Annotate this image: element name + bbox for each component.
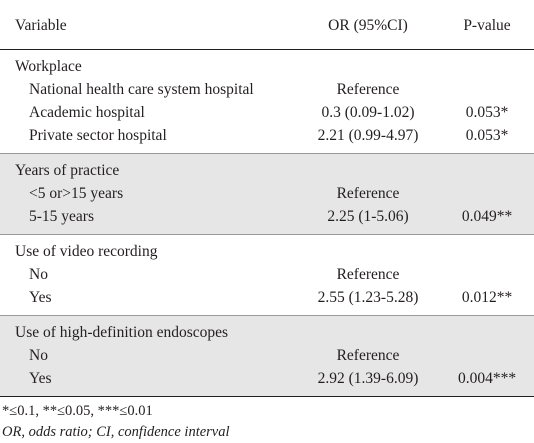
table-row: Yes 2.55 (1.23-5.28) 0.012** [0, 286, 534, 309]
group-title-row: Years of practice [0, 159, 534, 182]
row-label: Academic hospital [29, 104, 145, 121]
row-group: Years of practice <5 or>15 years Reference… [0, 154, 534, 235]
group-title: Years of practice [15, 162, 120, 179]
p-value-cell: 0.049** [461, 208, 513, 225]
row-group: Use of high-definition endoscopes No Refer… [0, 316, 534, 397]
table-row: <5 or>15 years Reference [0, 182, 534, 205]
group-title-row: Workplace [0, 55, 534, 78]
footnote: *≤0.1, **≤0.05, ***≤0.01 [2, 403, 153, 419]
or-cell: 2.55 (1.23-5.28) [317, 289, 419, 306]
group-title: Use of video recording [15, 243, 158, 260]
table-row: No Reference [0, 263, 534, 286]
table-row: 5-15 years 2.25 (1-5.06) 0.049** [0, 205, 534, 228]
table-row: National health care system hospital Refe… [0, 78, 534, 101]
group-title: Use of high-definition endoscopes [15, 324, 229, 341]
header-cell: P-value [463, 17, 511, 34]
row-label: No [29, 347, 48, 364]
table-row: Yes 2.92 (1.39-6.09) 0.004*** [0, 367, 534, 390]
group-title-row: Use of high-definition endoscopes [0, 321, 534, 344]
or-cell: 2.21 (0.99-4.97) [317, 127, 419, 144]
table-row: Private sector hospital 2.21 (0.99-4.97) 0… [0, 124, 534, 147]
row-label: National health care system hospital [29, 81, 254, 98]
row-label: Yes [29, 289, 52, 306]
or-cell: Reference [336, 185, 400, 202]
p-value-cell: 0.004*** [457, 370, 517, 387]
table-row: No Reference [0, 344, 534, 367]
table-body: Workplace National health care system hos… [0, 50, 534, 397]
row-group: Use of video recording No Reference Yes 2.55… [0, 235, 534, 316]
row-label: Private sector hospital [29, 127, 167, 144]
row-label: Yes [29, 370, 52, 387]
p-value-cell: 0.053* [465, 104, 509, 121]
or-cell: 2.92 (1.39-6.09) [317, 370, 419, 387]
row-label: No [29, 266, 48, 283]
or-cell: Reference [336, 266, 400, 283]
row-label: <5 or>15 years [29, 185, 124, 202]
group-title-row: Use of video recording [0, 240, 534, 263]
or-cell: Reference [336, 347, 400, 364]
table-row: Academic hospital 0.3 (0.09-1.02) 0.053* [0, 101, 534, 124]
or-cell: 2.25 (1-5.06) [327, 208, 409, 225]
footnote: OR, odds ratio; CI, confidence interval [2, 424, 230, 440]
footnotes: *≤0.1, **≤0.05, ***≤0.01 OR, odds ratio; … [0, 397, 534, 443]
header-cell: OR (95%CI) [328, 17, 408, 34]
or-cell: 0.3 (0.09-1.02) [321, 104, 415, 121]
p-value-cell: 0.053* [465, 127, 509, 144]
header-row: Variable OR (95%CI) P-value [0, 0, 534, 50]
p-value-cell: 0.012** [461, 289, 513, 306]
header-cell: Variable [15, 17, 67, 34]
or-cell: Reference [336, 81, 400, 98]
row-label: 5-15 years [29, 208, 94, 225]
row-group: Workplace National health care system hos… [0, 50, 534, 154]
group-title: Workplace [15, 58, 82, 75]
